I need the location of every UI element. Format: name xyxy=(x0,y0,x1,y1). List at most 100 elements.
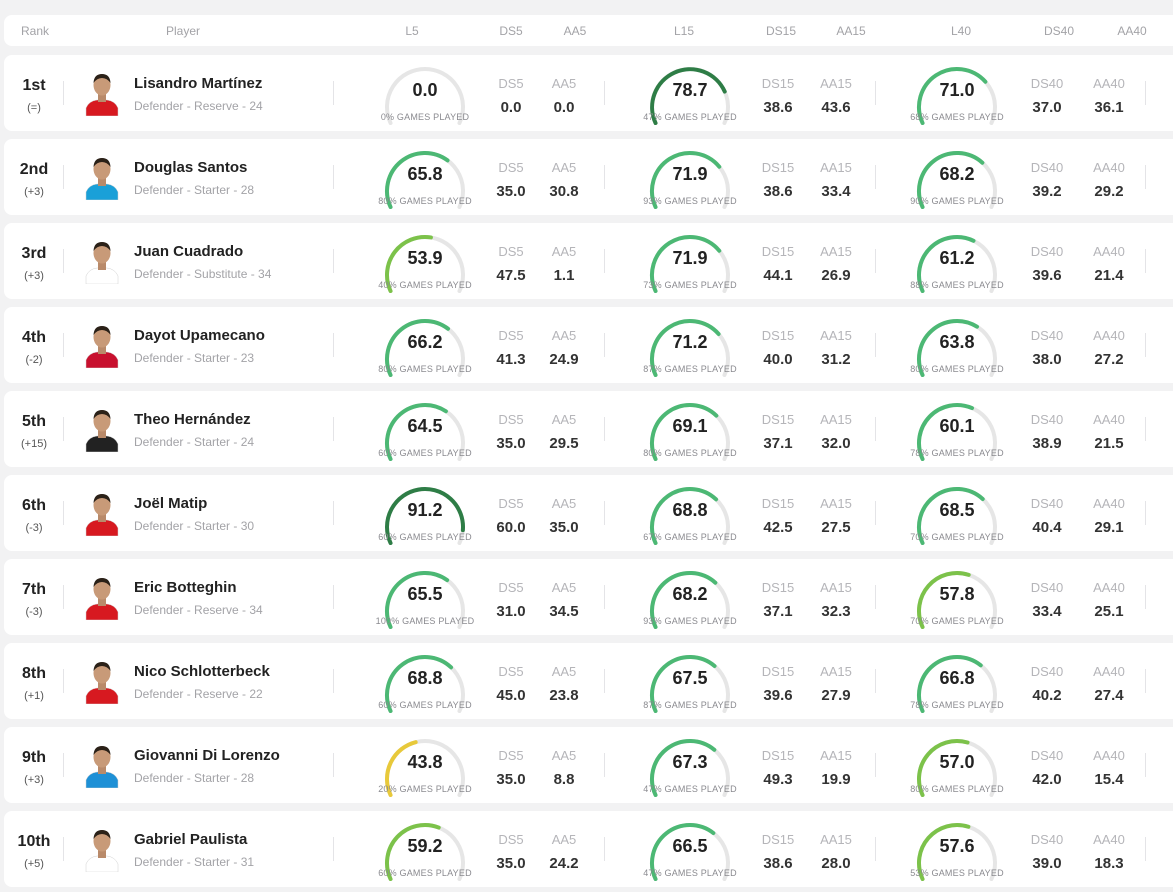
gauge-fill xyxy=(650,739,717,797)
table-row[interactable]: 9th (+3) Giovanni Di Lorenzo Defender - Sta… xyxy=(4,727,1173,803)
l5-gauge-arc xyxy=(385,319,465,377)
header-l5[interactable]: L5 xyxy=(405,24,419,38)
l15-score-value: 66.5 xyxy=(672,836,708,856)
column-divider xyxy=(333,249,334,273)
aa15-label: AA15 xyxy=(820,76,852,91)
l40-score-value: 61.2 xyxy=(939,248,975,268)
player-name[interactable]: Nico Schlotterbeck xyxy=(134,663,270,680)
ds15-label: DS15 xyxy=(761,412,795,427)
l40-score-gauge: 57.6 53% GAMES PLAYED xyxy=(910,819,1004,881)
header-aa15[interactable]: AA15 xyxy=(836,24,866,38)
header-l15[interactable]: L15 xyxy=(673,24,695,38)
l5-games-played: 60% GAMES PLAYED xyxy=(378,868,472,878)
l15-gauge-arc xyxy=(650,655,730,713)
l40-score-gauge: 57.0 80% GAMES PLAYED xyxy=(910,735,1004,797)
l40-gauge-arc xyxy=(917,235,997,293)
rank-change: (-2) xyxy=(25,354,43,366)
rank-change: (+15) xyxy=(21,438,47,450)
table-row[interactable]: 7th (-3) Eric Botteghin Defender - Reserve … xyxy=(4,559,1173,635)
gauge-fill xyxy=(385,571,450,629)
l40-games-played: 78% GAMES PLAYED xyxy=(910,448,1004,458)
header-l40[interactable]: L40 xyxy=(950,24,972,38)
player-avatar[interactable] xyxy=(85,658,119,704)
header-player[interactable]: Player xyxy=(165,24,201,38)
ds40-label: DS40 xyxy=(1030,328,1064,343)
player-avatar[interactable] xyxy=(85,826,119,872)
table-row[interactable]: 6th (-3) Joël Matip Defender - Starter - 30… xyxy=(4,475,1173,551)
l15-score-value: 68.8 xyxy=(672,500,708,520)
l40-games-played: 68% GAMES PLAYED xyxy=(910,112,1004,122)
table-row[interactable]: 3rd (+3) Juan Cuadrado Defender - Substitut… xyxy=(4,223,1173,299)
aa5-value: 8.8 xyxy=(553,771,575,788)
l5-gauge-arc xyxy=(385,235,465,293)
header-aa40[interactable]: AA40 xyxy=(1117,24,1147,38)
l5-score-gauge: 65.5 100% GAMES PLAYED xyxy=(376,567,474,629)
player-avatar[interactable] xyxy=(85,406,119,452)
player-avatar[interactable] xyxy=(85,238,119,284)
table-row[interactable]: 4th (-2) Dayot Upamecano Defender - Starter… xyxy=(4,307,1173,383)
header-aa5[interactable]: AA5 xyxy=(563,24,587,38)
l40-score-value: 60.1 xyxy=(939,416,975,436)
player-name[interactable]: Joël Matip xyxy=(134,495,208,512)
header-rank[interactable]: Rank xyxy=(20,24,50,38)
column-divider xyxy=(1145,333,1146,357)
aa15-label: AA15 xyxy=(820,244,852,259)
aa15-value: 31.2 xyxy=(821,351,851,368)
l40-gauge-arc xyxy=(917,571,997,629)
header-ds15[interactable]: DS15 xyxy=(765,24,797,38)
player-avatar[interactable] xyxy=(85,742,119,788)
header-ds5[interactable]: DS5 xyxy=(499,24,523,38)
aa15-value: 33.4 xyxy=(821,183,851,200)
column-divider xyxy=(333,837,334,861)
l40-score-gauge: 68.5 70% GAMES PLAYED xyxy=(910,483,1004,545)
player-name[interactable]: Theo Hernández xyxy=(134,411,251,428)
column-divider xyxy=(875,81,876,105)
player-avatar[interactable] xyxy=(85,70,119,116)
table-row[interactable]: 5th (+15) Theo Hernández Defender - Starter… xyxy=(4,391,1173,467)
l15-score-gauge: 71.9 73% GAMES PLAYED xyxy=(643,231,737,293)
aa5-label: AA5 xyxy=(551,664,577,679)
table-row[interactable]: 1st (=) Lisandro Martínez Defender - Reserv… xyxy=(4,55,1173,131)
ds5-value: 0.0 xyxy=(500,99,522,116)
player-avatar[interactable] xyxy=(85,574,119,620)
player-avatar[interactable] xyxy=(85,322,119,368)
player-name[interactable]: Douglas Santos xyxy=(134,159,248,176)
player-name[interactable]: Gabriel Paulista xyxy=(134,831,248,848)
aa15-label: AA15 xyxy=(820,664,852,679)
l5-games-played: 60% GAMES PLAYED xyxy=(378,532,472,542)
ds15-label: DS15 xyxy=(761,832,795,847)
ds15-label: DS15 xyxy=(761,244,795,259)
player-avatar[interactable] xyxy=(85,490,119,536)
player-info: Defender - Starter - 28 xyxy=(134,771,255,785)
aa15-label: AA15 xyxy=(820,412,852,427)
player-name[interactable]: Juan Cuadrado xyxy=(134,243,244,260)
player-name[interactable]: Giovanni Di Lorenzo xyxy=(134,747,280,764)
header-ds40[interactable]: DS40 xyxy=(1043,24,1075,38)
table-row[interactable]: 10th (+5) Gabriel Paulista Defender - Start… xyxy=(4,811,1173,887)
table-row[interactable]: 8th (+1) Nico Schlotterbeck Defender - Rese… xyxy=(4,643,1173,719)
l15-games-played: 73% GAMES PLAYED xyxy=(643,280,737,290)
column-divider xyxy=(875,837,876,861)
l15-games-played: 67% GAMES PLAYED xyxy=(643,532,737,542)
table-row[interactable]: 2nd (+3) Douglas Santos Defender - Starter … xyxy=(4,139,1173,215)
player-name[interactable]: Lisandro Martínez xyxy=(134,75,263,92)
rank-label: 1st xyxy=(22,77,46,94)
l5-score-gauge: 64.5 60% GAMES PLAYED xyxy=(378,399,472,461)
aa40-label: AA40 xyxy=(1093,412,1125,427)
player-avatar[interactable] xyxy=(85,154,119,200)
player-name[interactable]: Eric Botteghin xyxy=(134,579,237,596)
ds15-value: 44.1 xyxy=(763,267,793,284)
player-name[interactable]: Dayot Upamecano xyxy=(134,327,265,344)
aa15-value: 43.6 xyxy=(821,99,851,116)
player-info: Defender - Substitute - 34 xyxy=(134,267,272,281)
l40-score-gauge: 63.8 80% GAMES PLAYED xyxy=(910,315,1004,377)
ds5-value: 47.5 xyxy=(496,267,526,284)
l40-score-gauge: 71.0 68% GAMES PLAYED xyxy=(910,63,1004,125)
ds40-label: DS40 xyxy=(1030,832,1064,847)
ds15-label: DS15 xyxy=(761,160,795,175)
ds15-value: 39.6 xyxy=(763,687,793,704)
aa40-value: 18.3 xyxy=(1094,855,1124,872)
column-divider xyxy=(1145,669,1146,693)
column-divider xyxy=(63,669,64,693)
column-divider xyxy=(63,837,64,861)
